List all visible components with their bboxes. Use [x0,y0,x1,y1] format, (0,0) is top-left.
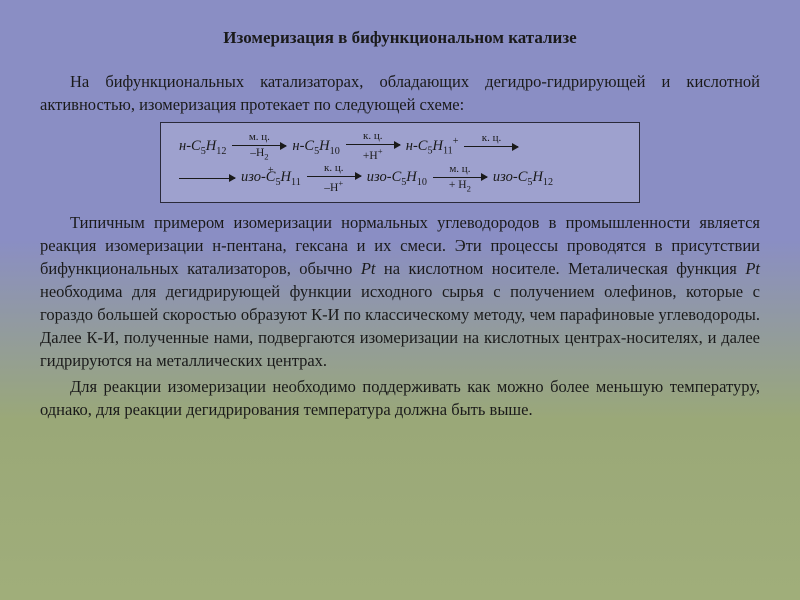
arrow-leader [179,165,235,192]
arrow-3: к. ц. [464,133,518,161]
pt-symbol-1: Pt [361,259,376,278]
scheme-row-2: изо-C5H11+ к. ц. –H+ изо-C5H10 м. ц. + H… [179,163,621,194]
mol-nc5h10: н-C5H10 [292,134,339,160]
mol-isoc5h12: изо-C5H12 [493,165,553,191]
arrow-5: м. ц. + H2 [433,164,487,193]
mol-isoc5h11-plus: изо-C5H11+ [241,165,301,191]
slide-title: Изомеризация в бифункциональном катализе [40,28,760,48]
intro-paragraph: На бифункциональных катализаторах, облад… [40,70,760,116]
arrow-2: к. ц. +H+ [346,131,400,162]
mol-nc5h11-plus: н-C5H11+ [406,133,459,160]
closing-paragraph: Для реакции изомеризации необходимо подд… [40,375,760,421]
main-paragraph: Типичным примером изомеризации нормальны… [40,211,760,373]
arrow-1: м. ц. –H2 [232,132,286,161]
reaction-scheme: н-C5H12 м. ц. –H2 н-C5H10 к. ц. +H+ н-C5… [160,122,640,203]
scheme-row-1: н-C5H12 м. ц. –H2 н-C5H10 к. ц. +H+ н-C5… [179,131,621,162]
mol-isoc5h10: изо-C5H10 [367,165,427,191]
mol-nc5h12: н-C5H12 [179,134,226,160]
arrow-4: к. ц. –H+ [307,163,361,194]
pt-symbol-2: Pt [745,259,760,278]
